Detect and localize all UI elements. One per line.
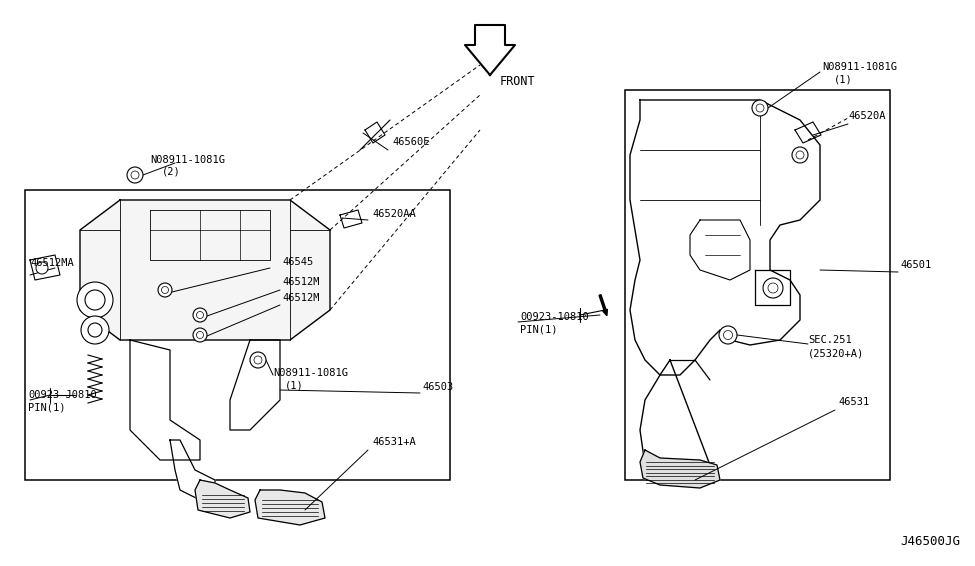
Text: N08911-1081G: N08911-1081G — [822, 62, 897, 72]
Text: PIN(1): PIN(1) — [520, 325, 558, 335]
Text: 46560E: 46560E — [392, 137, 430, 147]
Text: (25320+A): (25320+A) — [808, 348, 864, 358]
Circle shape — [197, 332, 204, 338]
Text: SEC.251: SEC.251 — [808, 335, 852, 345]
Circle shape — [162, 286, 169, 294]
Polygon shape — [755, 270, 790, 305]
Bar — [25, 190, 450, 480]
Circle shape — [723, 331, 732, 340]
Polygon shape — [130, 340, 200, 460]
Bar — [625, 90, 890, 480]
Polygon shape — [255, 490, 325, 525]
Circle shape — [197, 311, 204, 319]
Circle shape — [193, 308, 207, 322]
Circle shape — [752, 100, 768, 116]
Polygon shape — [230, 340, 280, 430]
Polygon shape — [150, 210, 270, 260]
Text: (1): (1) — [285, 381, 304, 391]
Circle shape — [36, 262, 48, 274]
Text: 46512M: 46512M — [282, 293, 320, 303]
Circle shape — [719, 326, 737, 344]
Text: 46512M: 46512M — [282, 277, 320, 287]
Polygon shape — [170, 440, 215, 500]
Circle shape — [77, 282, 113, 318]
Circle shape — [81, 316, 109, 344]
Text: 46503: 46503 — [422, 382, 453, 392]
FancyArrow shape — [599, 295, 607, 316]
Circle shape — [796, 151, 804, 159]
Circle shape — [250, 352, 266, 368]
Text: 46531+A: 46531+A — [372, 437, 415, 447]
Polygon shape — [640, 450, 720, 488]
Polygon shape — [80, 200, 330, 340]
Text: 46531: 46531 — [838, 397, 870, 407]
Text: 46520AA: 46520AA — [372, 209, 415, 219]
Text: 46501: 46501 — [900, 260, 931, 270]
Polygon shape — [630, 100, 820, 375]
Polygon shape — [340, 210, 362, 228]
Circle shape — [763, 278, 783, 298]
Text: (2): (2) — [162, 167, 180, 177]
Text: 46520A: 46520A — [848, 111, 885, 121]
Polygon shape — [465, 25, 515, 75]
Circle shape — [768, 283, 778, 293]
Text: N08911-1081G: N08911-1081G — [150, 155, 225, 165]
Polygon shape — [30, 255, 60, 280]
Circle shape — [85, 290, 105, 310]
Text: 46512MA: 46512MA — [30, 258, 74, 268]
Text: FRONT: FRONT — [500, 75, 535, 88]
Text: (1): (1) — [834, 75, 853, 85]
Circle shape — [792, 147, 808, 163]
Circle shape — [193, 328, 207, 342]
Text: 00923-10810: 00923-10810 — [520, 312, 589, 322]
Circle shape — [131, 171, 139, 179]
Circle shape — [158, 283, 172, 297]
Polygon shape — [195, 480, 250, 518]
Circle shape — [254, 356, 262, 364]
Polygon shape — [690, 220, 750, 280]
Text: PIN(1): PIN(1) — [28, 403, 65, 413]
Text: 00923-J0810: 00923-J0810 — [28, 390, 97, 400]
Circle shape — [127, 167, 143, 183]
Polygon shape — [640, 360, 710, 480]
Circle shape — [88, 323, 102, 337]
Polygon shape — [795, 122, 821, 143]
Text: 46545: 46545 — [282, 257, 313, 267]
Text: J46500JG: J46500JG — [900, 535, 960, 548]
Circle shape — [756, 104, 764, 112]
Text: N08911-1081G: N08911-1081G — [273, 368, 348, 378]
Polygon shape — [365, 122, 385, 143]
